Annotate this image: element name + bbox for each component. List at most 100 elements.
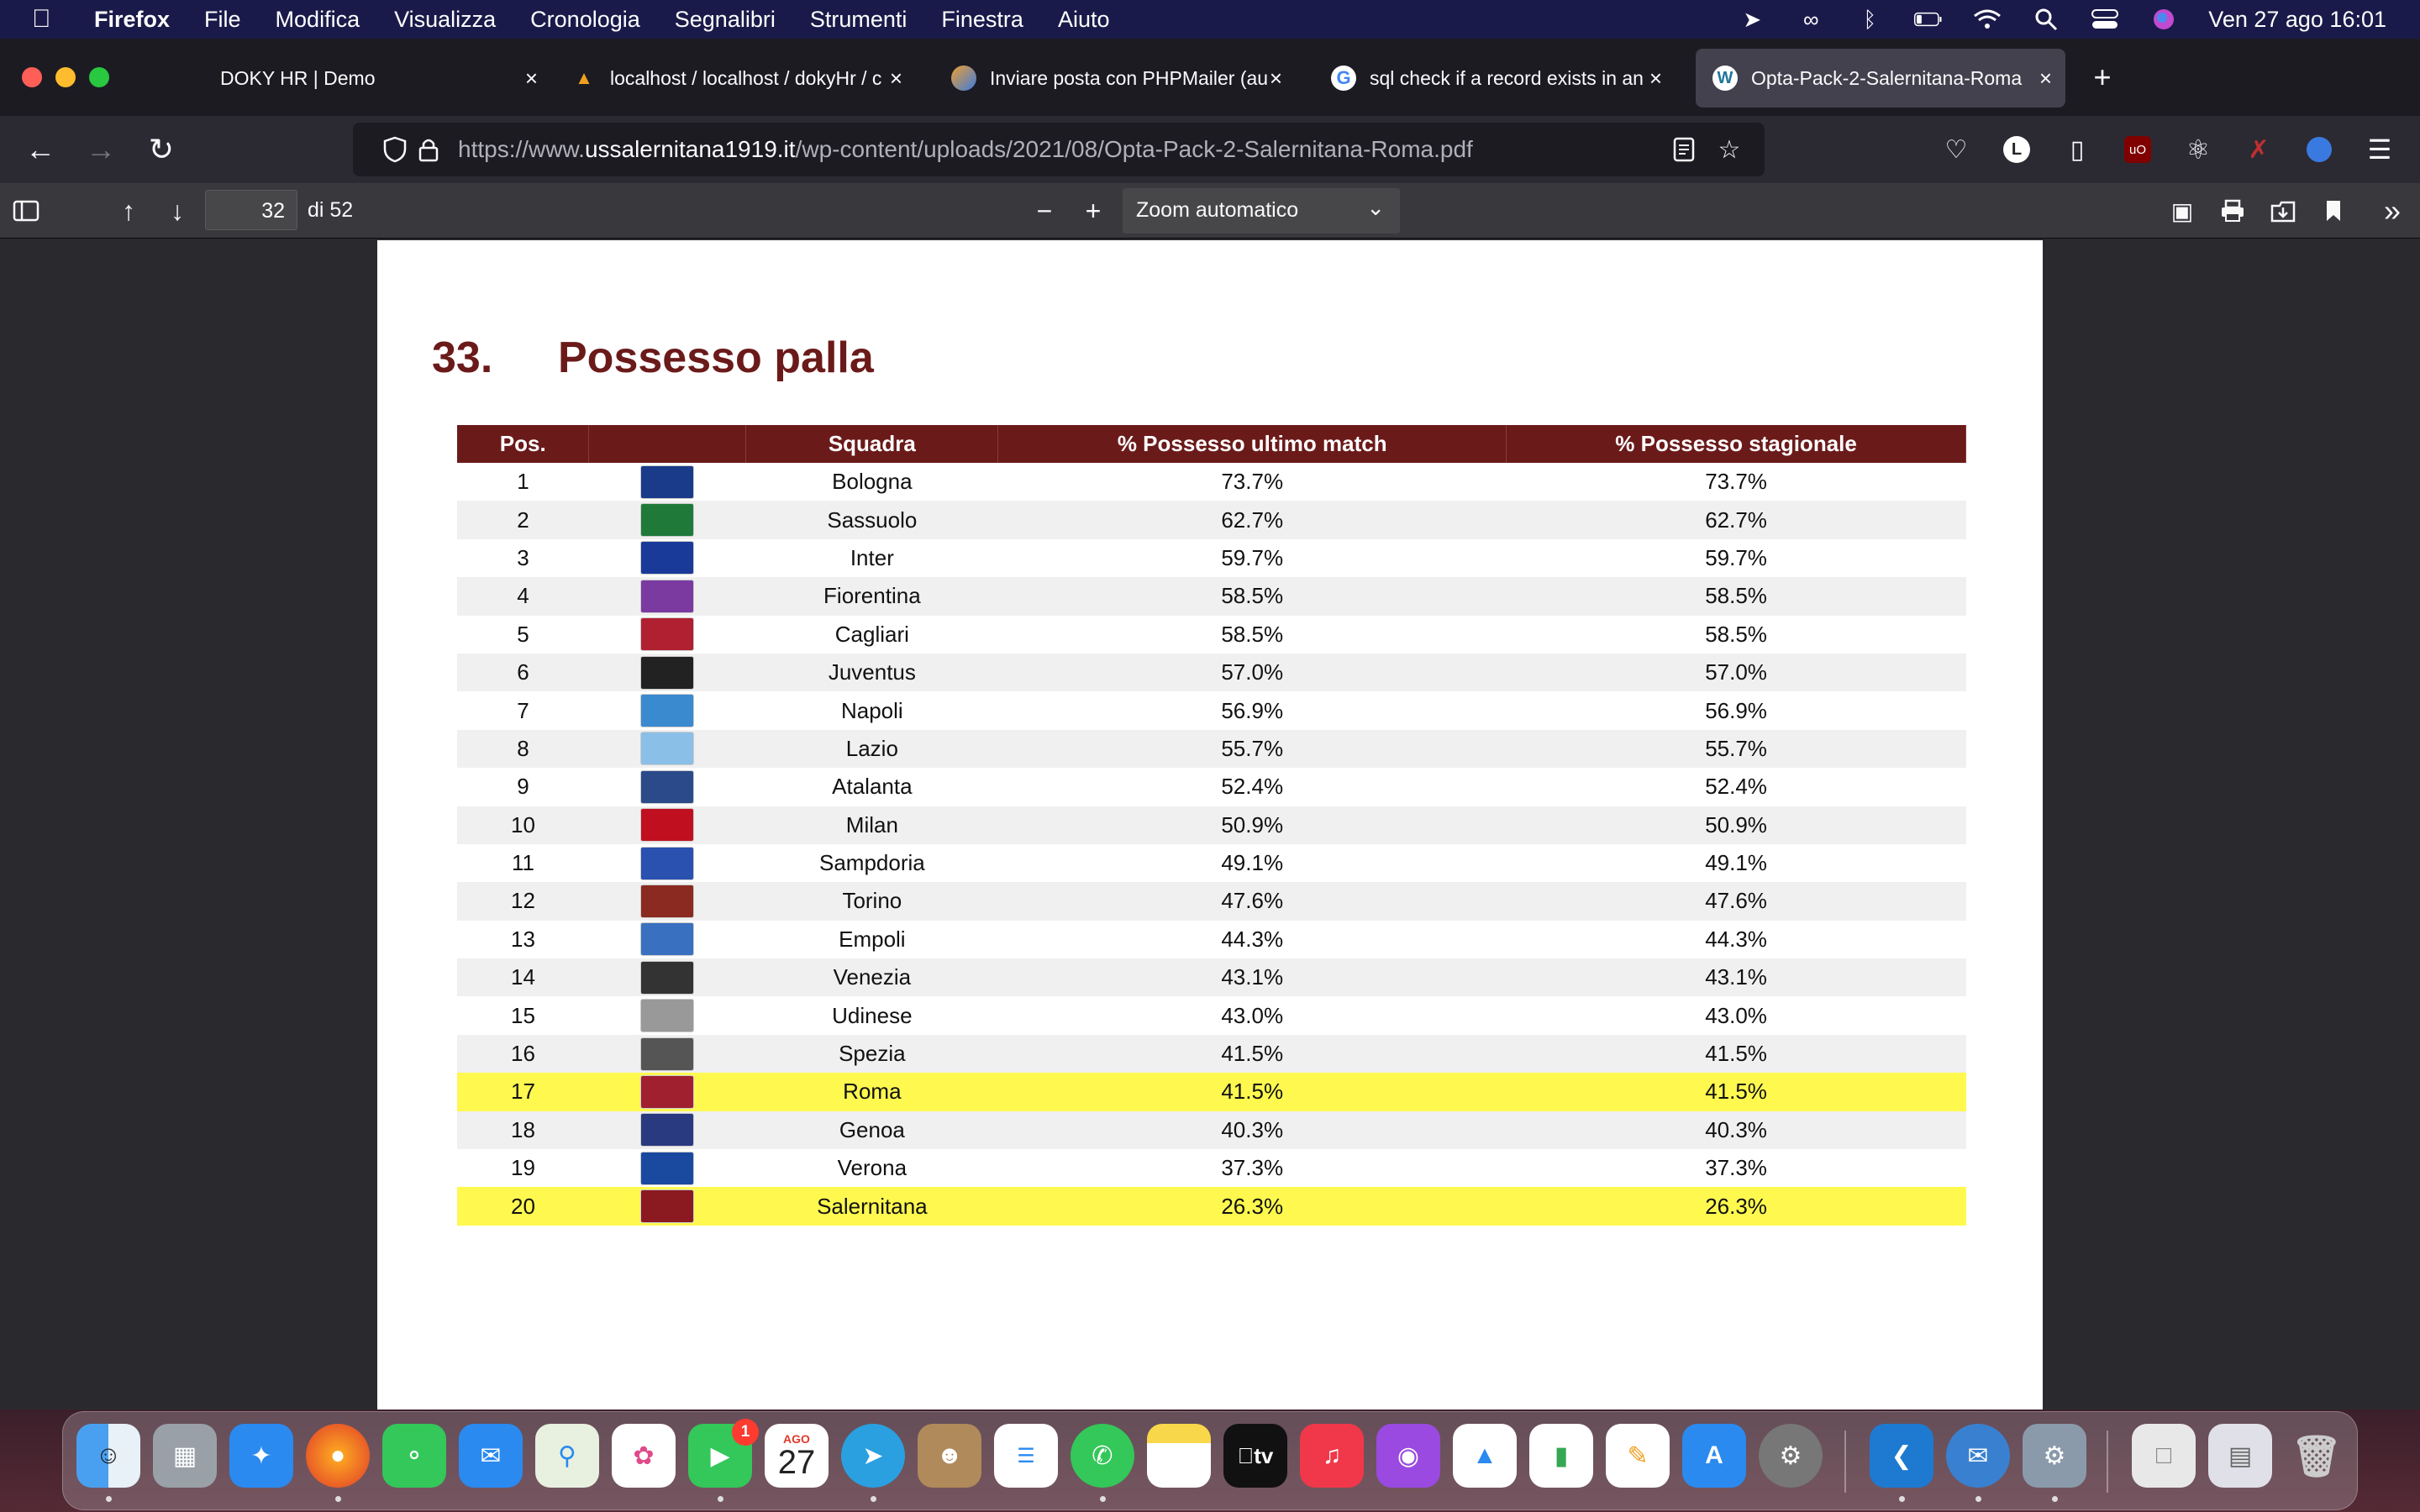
url-bar[interactable]: https://www.ussalernitana1919.it/wp-cont… (353, 123, 1765, 176)
mail-icon[interactable]: ✉ (459, 1424, 523, 1488)
close-tab-icon[interactable]: × (1269, 65, 1282, 91)
calendar-icon[interactable]: AGO 27 (765, 1424, 829, 1488)
print-icon[interactable] (2215, 193, 2250, 228)
keynote-icon[interactable]: ▲ (1453, 1424, 1517, 1488)
crest-cell (588, 1110, 746, 1150)
previous-page-icon[interactable]: ↑ (122, 195, 135, 226)
tools-menu-icon[interactable]: » (2383, 193, 2402, 228)
finder-icon[interactable]: ☺ (76, 1424, 140, 1488)
extension-icon[interactable] (2301, 131, 2338, 168)
maps-icon[interactable]: ⚲ (535, 1424, 599, 1488)
page-number-input[interactable]: 32 (205, 190, 297, 230)
close-tab-icon[interactable]: × (1649, 65, 1662, 91)
last-match-possession-cell: 55.7% (997, 729, 1507, 769)
siri-icon[interactable] (2149, 7, 2178, 32)
notes-icon[interactable] (1147, 1424, 1211, 1488)
forward-arrow-icon[interactable]: → (86, 132, 116, 166)
whatsapp-icon[interactable]: ✆ (1071, 1424, 1134, 1488)
zoom-out-icon[interactable]: − (1036, 195, 1053, 226)
location-arrow-icon[interactable]: ➤ (1743, 6, 1762, 32)
account-avatar[interactable]: L (1998, 131, 2035, 168)
presentation-mode-icon[interactable]: ▣ (2170, 197, 2194, 224)
tab-google-search[interactable]: G sql check if a record exists in an × (1314, 49, 1676, 108)
close-tab-icon[interactable]: × (2039, 65, 2052, 91)
facetime-icon[interactable]: ▶ 1 (688, 1419, 759, 1488)
safari-icon[interactable]: ✦ (229, 1424, 293, 1488)
apple-tv-icon[interactable]: tv (1223, 1424, 1287, 1488)
tab-phpmailer[interactable]: Inviare posta con PHPMailer (au × (934, 49, 1296, 108)
close-tab-icon[interactable]: × (524, 65, 538, 91)
settings-gear-icon[interactable]: ⚙ (2023, 1424, 2086, 1488)
numbers-icon[interactable]: ▮ (1529, 1424, 1593, 1488)
url-text[interactable]: https://www.ussalernitana1919.it/wp-cont… (458, 136, 1473, 162)
menu-app-name[interactable]: Firefox (94, 6, 171, 32)
next-page-icon[interactable]: ↓ (171, 195, 184, 226)
pocket-icon[interactable]: ♡ (1944, 135, 1968, 164)
ublock-icon[interactable]: uO (2119, 131, 2156, 168)
menu-file[interactable]: File (204, 6, 241, 32)
control-center-icon[interactable] (2091, 7, 2119, 32)
hamburger-menu-icon[interactable]: ☰ (2367, 134, 2392, 165)
reminders-icon[interactable]: ☰ (994, 1424, 1058, 1488)
season-possession-cell: 62.7% (1506, 501, 1966, 539)
menu-finestra[interactable]: Finestra (941, 6, 1023, 32)
firefox-icon[interactable]: ● (306, 1424, 370, 1488)
close-tab-icon[interactable]: × (889, 65, 902, 91)
minimize-window-button[interactable] (55, 67, 76, 87)
responsive-device-icon[interactable]: ▯ (2070, 135, 2085, 164)
zoom-select[interactable]: Zoom automatico ⌄ (1123, 188, 1400, 234)
app-store-icon[interactable]: A (1682, 1424, 1746, 1488)
menu-aiuto[interactable]: Aiuto (1057, 6, 1110, 32)
new-tab-icon[interactable]: + (2093, 60, 2112, 94)
downloads-stack-icon[interactable]: ▤ (2208, 1424, 2272, 1488)
vscode-icon[interactable]: ❮ (1870, 1424, 1933, 1488)
music-icon[interactable]: ♫ (1300, 1424, 1364, 1488)
sidebar-toggle-icon[interactable] (8, 193, 44, 228)
zoom-window-button[interactable] (89, 67, 109, 87)
zoom-in-icon[interactable]: + (1085, 195, 1102, 226)
creative-cloud-icon[interactable]: ∞ (1803, 6, 1819, 32)
clock-datetime[interactable]: Ven 27 ago 16:01 (2208, 6, 2386, 32)
tab-doky-hr[interactable]: DOKY HR | Demo × (165, 49, 551, 108)
trash-icon[interactable]: 🗑 (2291, 1434, 2343, 1479)
bookmark-star-icon[interactable]: ☆ (1718, 135, 1741, 164)
tab-phpmyadmin[interactable]: ▲ localhost / localhost / dokyHr / c × (555, 49, 916, 108)
back-arrow-icon[interactable]: ← (25, 132, 55, 166)
download-icon[interactable] (2265, 193, 2301, 228)
react-devtools-icon[interactable]: ⚛ (2186, 134, 2211, 165)
menu-strumenti[interactable]: Strumenti (809, 6, 908, 32)
reader-view-icon[interactable] (1669, 134, 1699, 165)
contacts-icon[interactable]: ☻ (918, 1424, 981, 1488)
photos-icon[interactable]: ✿ (612, 1424, 676, 1488)
team-crest-icon (640, 846, 695, 880)
menu-modifica[interactable]: Modifica (275, 6, 360, 32)
pdf-viewer[interactable]: 33. Possesso palla Pos. Squadra % Posses… (0, 239, 2420, 1410)
mail-app-icon[interactable]: ✉ (1946, 1424, 2010, 1488)
menu-segnalibri[interactable]: Segnalibri (674, 6, 776, 32)
pages-icon[interactable]: ✎ (1606, 1424, 1670, 1488)
team-cell: Sampdoria (745, 843, 998, 883)
season-possession-cell: 43.1% (1506, 958, 1966, 997)
battery-icon[interactable] (1914, 7, 1943, 32)
lock-icon[interactable] (413, 134, 444, 165)
launchpad-icon[interactable]: ▦ (153, 1424, 217, 1488)
document-icon[interactable]: □ (2132, 1424, 2196, 1488)
bookmark-icon[interactable] (2316, 193, 2351, 228)
apple-menu-icon[interactable]:  (32, 5, 69, 34)
bluetooth-icon[interactable]: ᛒ (1863, 6, 1877, 32)
reload-icon[interactable]: ↻ (148, 132, 175, 166)
system-preferences-icon[interactable]: ⚙ (1759, 1424, 1823, 1488)
team-cell: Cagliari (745, 615, 998, 654)
spotlight-search-icon[interactable] (2032, 7, 2060, 32)
telegram-icon[interactable]: ➤ (841, 1424, 905, 1488)
table-row: 16 Spezia 41.5% 41.5% (457, 1034, 1966, 1074)
extension-disabled-icon[interactable]: ✗ (2248, 135, 2270, 164)
shield-icon[interactable] (380, 134, 410, 165)
tab-opta-pack-pdf[interactable]: W Opta-Pack-2-Salernitana-Roma × (1696, 49, 2065, 108)
wifi-icon[interactable] (1973, 7, 2002, 32)
close-window-button[interactable] (22, 67, 42, 87)
menu-cronologia[interactable]: Cronologia (530, 6, 640, 32)
podcasts-icon[interactable]: ◉ (1376, 1424, 1440, 1488)
menu-visualizza[interactable]: Visualizza (394, 6, 497, 32)
messages-icon[interactable]: ⚬ (382, 1424, 446, 1488)
